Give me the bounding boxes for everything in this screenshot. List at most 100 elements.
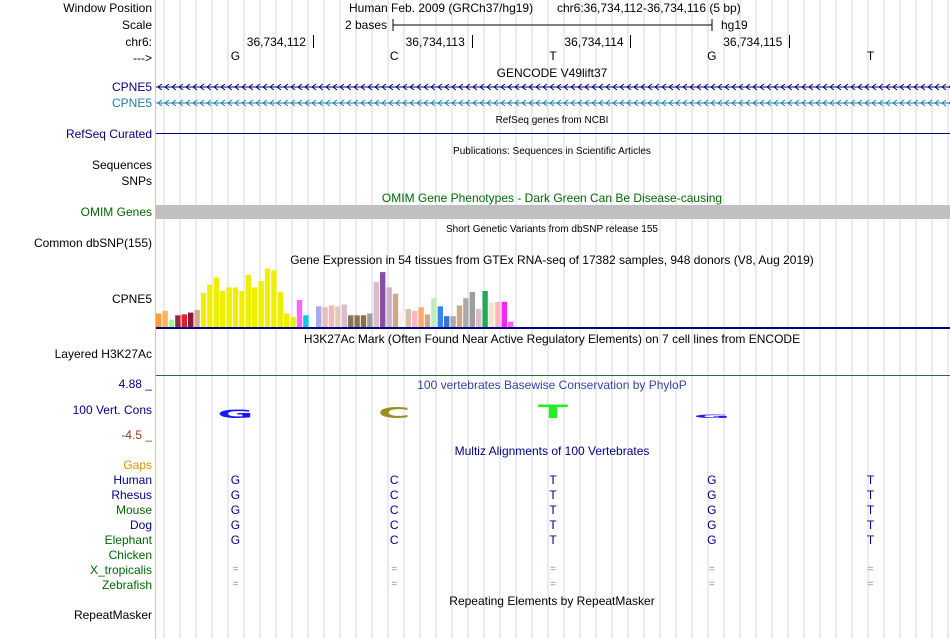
multiz-species-label[interactable]: X_tropicalis [89,563,152,577]
gtex-bar[interactable] [245,274,251,327]
gtex-bar[interactable] [469,291,475,327]
gtex-bar[interactable] [296,300,303,327]
gtex-bar[interactable] [322,307,328,327]
gtex-bar[interactable] [392,293,399,327]
gtex-bar[interactable] [200,292,207,327]
repeatmasker-label[interactable]: RepeatMasker [73,608,152,622]
gtex-bar[interactable] [232,287,239,327]
snps-label[interactable]: SNPs [121,174,152,188]
multiz-base: T [549,488,557,502]
multiz-base: T [866,473,875,487]
gtex-bar[interactable] [380,272,386,327]
label-divider-line [155,0,156,639]
gtex-bar[interactable] [284,313,290,328]
gtex-bar[interactable] [431,298,437,327]
gtex-bar[interactable] [476,309,482,327]
cons-label[interactable]: 100 Vert. Cons [72,403,152,417]
cons-logo-letter[interactable]: C [378,404,410,421]
gtex-bar[interactable] [399,312,405,327]
gtex-bar[interactable] [156,313,162,328]
multiz-base: T [866,518,875,532]
cons-logo-letter[interactable]: G [694,414,730,419]
gtex-bar[interactable] [501,301,507,327]
multiz-species-label[interactable]: Elephant [104,533,152,547]
multiz-base: T [866,488,875,502]
gtex-bar[interactable] [367,313,373,328]
gtex-bar[interactable] [316,306,322,327]
gtex-bar[interactable] [495,301,501,327]
multiz-species-label[interactable]: Chicken [108,548,152,562]
window-position-label: Window Position [63,1,152,15]
cons-logo-letter[interactable]: G [217,407,253,421]
gtex-bar[interactable] [412,310,418,327]
gtex-bar[interactable] [271,270,277,327]
gtex-bar[interactable] [188,312,194,327]
multiz-base: T [549,473,557,487]
gtex-bar[interactable] [264,268,271,328]
gtex-bar[interactable] [207,284,213,327]
gtex-bar[interactable] [239,291,245,327]
multiz-species-label[interactable]: Dog [129,518,152,532]
multiz-base: = [867,564,874,575]
multiz-base: G [230,503,241,517]
gencode-gene-1-label[interactable]: CPNE5 [111,80,152,94]
gtex-bar[interactable] [341,304,347,328]
refseq-gene-line[interactable] [156,133,950,134]
gtex-bar[interactable] [335,306,341,327]
gtex-bar[interactable] [360,315,367,327]
gtex-bar[interactable] [175,315,181,327]
gtex-bar[interactable] [309,316,315,327]
gencode-gene-tracks[interactable] [156,80,950,110]
gtex-bar[interactable] [450,316,456,327]
gencode-gene-2-label[interactable]: CPNE5 [111,96,152,110]
omim-phenotype-bar[interactable] [156,205,950,219]
gtex-title: Gene Expression in 54 tissues from GTEx … [290,253,814,267]
ruler-base: C [389,49,399,63]
gaps-label[interactable]: Gaps [123,458,152,472]
gtex-bar[interactable] [258,281,264,327]
cons-logo-letter[interactable]: T [538,401,568,423]
h3k27ac-label[interactable]: Layered H3K27Ac [54,347,152,361]
gtex-bar[interactable] [194,309,200,327]
gtex-bar[interactable] [277,291,283,327]
gtex-bar[interactable] [424,314,431,327]
gtex-bar[interactable] [290,317,296,327]
gtex-bar[interactable] [220,291,226,327]
multiz-species-label[interactable]: Mouse [115,503,152,517]
multiz-species-label[interactable]: Zebrafish [101,578,152,592]
gtex-bar[interactable] [328,305,335,327]
refseq-title: RefSeq genes from NCBI [495,115,609,126]
gtex-bar[interactable] [488,302,495,327]
omim-title: OMIM Gene Phenotypes - Dark Green Can Be… [381,191,723,205]
gtex-bar[interactable] [162,310,168,327]
gtex-bar[interactable] [444,316,450,327]
gtex-bar[interactable] [456,305,463,327]
gtex-bar[interactable] [418,307,424,327]
gtex-bar[interactable] [373,282,379,327]
gtex-bar[interactable] [181,314,187,327]
gtex-bar[interactable] [226,287,232,327]
gtex-bar[interactable] [348,315,354,327]
multiz-base: C [389,503,399,517]
gtex-bar[interactable] [213,277,219,328]
gtex-bar[interactable] [463,298,469,327]
refseq-label[interactable]: RefSeq Curated [65,127,152,141]
ruler-tick-mark [312,35,314,48]
omim-label[interactable]: OMIM Genes [80,205,152,219]
multiz-species-label[interactable]: Human [113,473,152,487]
gtex-bar[interactable] [303,315,309,327]
gtex-label[interactable]: CPNE5 [111,292,152,306]
gtex-bar[interactable] [437,306,443,327]
gtex-bar[interactable] [168,319,175,327]
multiz-species-label[interactable]: Rhesus [111,488,152,502]
gtex-bar[interactable] [354,315,360,327]
gtex-bar[interactable] [405,309,411,327]
gtex-bar[interactable] [482,291,488,327]
gtex-bar[interactable] [386,287,392,327]
gtex-bar[interactable] [508,321,514,327]
gtex-bar[interactable] [252,287,258,327]
dbsnp-label[interactable]: Common dbSNP(155) [33,236,152,250]
publications-label[interactable]: Sequences [91,158,152,172]
